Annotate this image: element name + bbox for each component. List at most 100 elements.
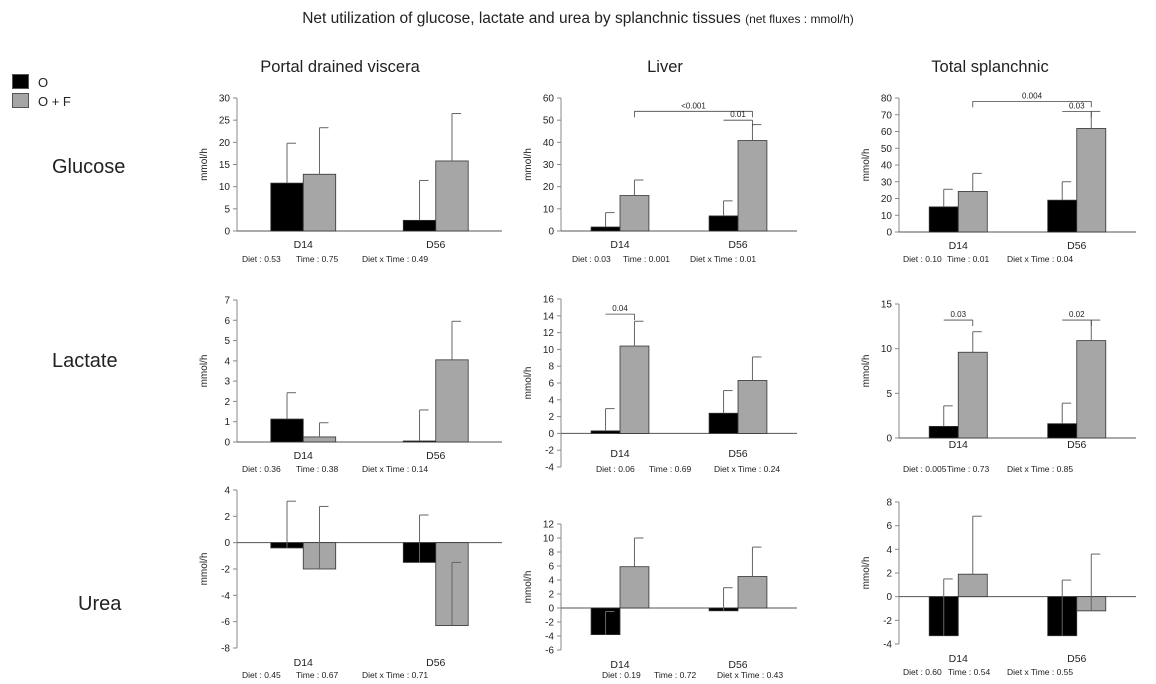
x-tick-label-d56: D56 — [426, 657, 445, 669]
y-tick-label: -4 — [545, 632, 554, 643]
bar-d56-of — [435, 359, 469, 443]
bar-d14-of — [619, 195, 650, 232]
legend-swatch-o — [12, 74, 29, 89]
y-tick-label: 80 — [881, 94, 893, 105]
legend-swatch-of — [12, 93, 29, 108]
y-tick-label: 2 — [886, 569, 892, 580]
bar-d56-of — [737, 576, 768, 609]
bar-d14-of — [957, 573, 988, 598]
x-tick-label-d56: D56 — [728, 448, 747, 460]
stats-label: Diet : 0.45 — [242, 670, 281, 680]
significance-label: 0.02 — [1069, 310, 1085, 319]
chart-panel-glucose-total-splanchnic: 0 10 20 30 40 50 60 70 80 mmol/h D14 D56 0.004 0.03 Di… — [861, 91, 1136, 264]
legend-label-of: O + F — [38, 94, 71, 109]
x-tick-label-d14: D14 — [949, 653, 968, 665]
stats-label: Time : 0.01 — [947, 254, 989, 264]
bar-d56-of — [737, 380, 768, 434]
x-tick-label-d14: D14 — [294, 657, 313, 669]
bar-d14-of — [957, 351, 988, 439]
x-tick-label-d14: D14 — [610, 239, 629, 251]
y-tick-label: -2 — [883, 616, 892, 627]
y-tick-label: 2 — [548, 590, 554, 601]
y-tick-label: 50 — [543, 116, 555, 127]
significance-label: 0.004 — [1022, 91, 1043, 100]
y-tick-label: -4 — [221, 591, 230, 602]
y-tick-label: 20 — [543, 182, 555, 193]
stats-label: Time : 0.38 — [296, 464, 338, 474]
significance-label: 0.03 — [1069, 101, 1085, 110]
stats-label: Time : 0.69 — [649, 464, 691, 474]
legend-item-of: O + F — [12, 93, 71, 109]
stats-label: Diet x Time : 0.43 — [717, 670, 783, 680]
y-axis-label: mmol/h — [523, 148, 534, 181]
x-tick-label-d56: D56 — [426, 450, 445, 462]
row-label-glucose: Glucose — [52, 156, 126, 178]
y-tick-label: 2 — [224, 512, 230, 523]
y-tick-label: 0 — [548, 604, 554, 615]
significance-label: 0.04 — [612, 304, 628, 313]
y-tick-label: 15 — [881, 300, 893, 311]
y-tick-label: 30 — [219, 94, 231, 105]
significance-label: 0.03 — [950, 310, 966, 319]
y-tick-label: 6 — [548, 379, 554, 390]
stats-label: Diet : 0.06 — [596, 464, 635, 474]
legend-label-o: O — [38, 75, 49, 90]
y-tick-label: 8 — [548, 548, 554, 559]
y-tick-label: -6 — [221, 617, 230, 628]
y-tick-label: -8 — [221, 644, 230, 655]
bar-d14-of — [957, 191, 988, 233]
legend-item-o: O — [12, 74, 48, 90]
chart-panel-urea-total-splanchnic: -4 -2 0 2 4 6 8 mmol/h D14 D56 Diet : 0.60 Time : 0… — [861, 498, 1136, 677]
chart-panel-glucose-liver: 0 10 20 30 40 50 60 mmol/h D14 D56 <0.001 0.01 Diet … — [523, 94, 797, 264]
y-tick-label: 30 — [543, 160, 555, 171]
bar-d14-of — [619, 566, 650, 609]
x-tick-label-d14: D14 — [294, 239, 313, 251]
y-axis-label: mmol/h — [861, 149, 872, 182]
y-tick-label: -6 — [545, 646, 554, 657]
y-tick-label: 2 — [224, 397, 230, 408]
y-tick-label: 50 — [881, 144, 893, 155]
y-tick-label: 10 — [219, 182, 231, 193]
stats-label: Time : 0.67 — [296, 670, 338, 680]
bar-d14-of — [302, 436, 337, 443]
stats-label: Diet x Time : 0.71 — [362, 670, 428, 680]
x-tick-label-d14: D14 — [949, 240, 968, 252]
y-tick-label: 10 — [881, 211, 893, 222]
y-tick-label: 6 — [548, 562, 554, 573]
stats-label: Diet : 0.36 — [242, 464, 281, 474]
y-tick-label: 12 — [543, 520, 555, 531]
bar-d56-of — [435, 160, 469, 232]
stats-label: Diet x Time : 0.55 — [1007, 667, 1073, 677]
y-tick-label: 4 — [224, 356, 230, 367]
x-tick-label-d56: D56 — [728, 659, 747, 671]
title-units: (net fluxes : mmol/h) — [745, 12, 854, 26]
x-tick-label-d14: D14 — [610, 659, 629, 671]
x-tick-label-d14: D14 — [949, 439, 968, 451]
x-tick-label-d56: D56 — [426, 239, 445, 251]
y-tick-label: 0 — [886, 592, 892, 603]
row-label-urea: Urea — [78, 593, 122, 615]
x-tick-label-d14: D14 — [610, 448, 629, 460]
x-tick-label-d56: D56 — [1067, 653, 1086, 665]
column-header-total: Total splanchnic — [931, 58, 1049, 76]
stats-label: Diet x Time : 0.85 — [1007, 464, 1073, 474]
column-header-liver: Liver — [647, 58, 683, 76]
y-tick-label: 6 — [224, 316, 230, 327]
y-tick-label: 8 — [548, 362, 554, 373]
y-tick-label: 0 — [224, 438, 230, 449]
y-tick-label: 30 — [881, 177, 893, 188]
stats-label: Diet : 0.53 — [242, 254, 281, 264]
stats-label: Time : 0.001 — [623, 254, 670, 264]
y-tick-label: 10 — [881, 344, 893, 355]
y-tick-label: 5 — [224, 336, 230, 347]
y-tick-label: 2 — [548, 412, 554, 423]
x-tick-label-d14: D14 — [294, 450, 313, 462]
y-tick-label: 5 — [886, 389, 892, 400]
bar-d14-o — [928, 206, 959, 233]
y-tick-label: 0 — [886, 228, 892, 239]
y-tick-label: 0 — [886, 434, 892, 445]
y-tick-label: 4 — [224, 486, 230, 497]
stats-label: Time : 0.73 — [947, 464, 989, 474]
y-tick-label: 10 — [543, 534, 555, 545]
bar-d56-of — [1076, 340, 1107, 439]
